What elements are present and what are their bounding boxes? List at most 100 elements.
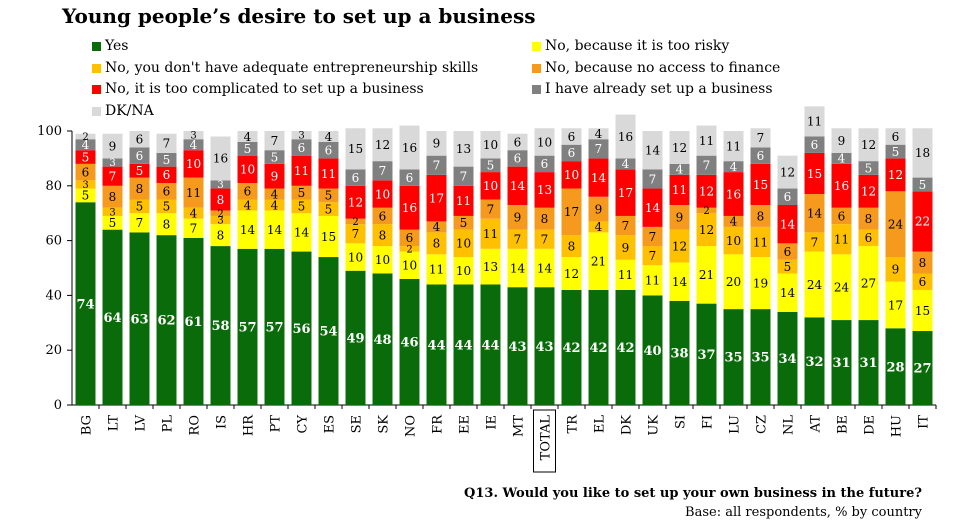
data-label-lt-no-you-don-t-have-adequate-entrepreneurship-skills: 3	[109, 207, 115, 218]
bar-segment-si-dk-na	[669, 131, 690, 164]
data-label-total-yes: 43	[535, 340, 553, 355]
bar-segment-it-no-it-is-too-complicated-to-set-up-a-business	[912, 191, 933, 252]
bar-segment-pl-no-because-it-is-too-risky	[156, 213, 177, 236]
data-label-no-no-because-no-access-to-finance: 6	[406, 231, 414, 245]
bar-segment-sk-no-you-don-t-have-adequate-entrepreneurship-skills	[372, 224, 393, 247]
data-label-fr-i-have-already-set-up-a-business: 7	[433, 159, 441, 173]
x-tick-label-fr: FR	[431, 414, 446, 434]
data-label-tr-dk-na: 6	[568, 130, 576, 144]
bar-segment-lt-no-it-is-too-complicated-to-set-up-a-business	[102, 166, 123, 186]
data-label-pt-yes: 57	[265, 321, 283, 336]
data-label-pt-no-you-don-t-have-adequate-entrepreneurship-skills: 4	[271, 198, 279, 212]
bar-segment-nl-no-because-it-is-too-risky	[777, 273, 798, 312]
data-label-ro-dk-na: 3	[190, 131, 196, 142]
data-label-lu-no-because-it-is-too-risky: 20	[726, 275, 741, 289]
data-label-sk-no-it-is-too-complicated-to-set-up-a-business: 10	[375, 187, 390, 201]
data-label-fi-dk-na: 11	[699, 134, 714, 148]
bar-segment-cy-i-have-already-set-up-a-business	[291, 139, 312, 156]
data-label-uk-no-you-don-t-have-adequate-entrepreneurship-skills: 7	[649, 249, 657, 263]
data-label-lv-i-have-already-set-up-a-business: 6	[136, 149, 144, 163]
survey-base: Base: all respondents, % by country	[685, 505, 922, 520]
bar-segment-at-dk-na	[804, 106, 825, 137]
data-label-at-no-because-no-access-to-finance: 14	[807, 207, 823, 221]
data-label-uk-yes: 40	[643, 344, 661, 359]
data-label-ee-yes: 44	[454, 338, 472, 353]
data-label-dk-no-because-no-access-to-finance: 7	[622, 219, 630, 233]
x-tick-label-mt: MT	[512, 415, 527, 437]
x-tick-label-be: BE	[836, 415, 851, 434]
data-label-bg-no-you-don-t-have-adequate-entrepreneurship-skills: 3	[82, 180, 88, 191]
bar-segment-ro-no-because-no-access-to-finance	[183, 177, 204, 208]
bar-segment-fr-no-you-don-t-have-adequate-entrepreneurship-skills	[426, 232, 447, 255]
x-tick-label-lv: LV	[134, 414, 149, 431]
bar-segment-ie-dk-na	[480, 131, 501, 159]
data-label-at-dk-na: 11	[807, 115, 822, 129]
data-label-no-yes: 46	[400, 336, 418, 351]
legend-label-too-risky: No, because it is too risky	[545, 38, 730, 54]
bar-segment-se-dk-na	[345, 128, 366, 170]
data-label-cy-yes: 56	[292, 322, 310, 337]
data-label-hr-dk-na: 4	[244, 130, 252, 144]
legend-item-complicated: No, it is too complicated to set up a bu…	[92, 81, 424, 97]
data-label-at-no-you-don-t-have-adequate-entrepreneurship-skills: 7	[811, 235, 819, 249]
bar-segment-lv-no-it-is-too-complicated-to-set-up-a-business	[129, 163, 150, 178]
data-label-pt-no-because-no-access-to-finance: 4	[271, 187, 279, 201]
data-label-hr-no-you-don-t-have-adequate-entrepreneurship-skills: 4	[244, 198, 252, 212]
bar-segment-ee-dk-na	[453, 131, 474, 167]
bar-segment-ee-yes	[453, 284, 474, 405]
data-label-fi-no-you-don-t-have-adequate-entrepreneurship-skills: 12	[699, 223, 714, 237]
bar-segment-hr-dk-na	[237, 131, 258, 142]
data-label-be-no-you-don-t-have-adequate-entrepreneurship-skills: 11	[834, 233, 849, 247]
data-label-si-yes: 38	[670, 347, 688, 362]
data-label-si-no-you-don-t-have-adequate-entrepreneurship-skills: 12	[672, 239, 687, 253]
data-label-hu-no-you-don-t-have-adequate-entrepreneurship-skills: 9	[892, 263, 900, 277]
bar-segment-si-yes	[669, 300, 690, 405]
bar-segment-pt-no-because-no-access-to-finance	[264, 188, 285, 200]
data-label-mt-no-it-is-too-complicated-to-set-up-a-business: 14	[510, 179, 526, 193]
data-label-tr-yes: 42	[562, 341, 580, 356]
data-label-hu-yes: 28	[886, 360, 904, 375]
bar-segment-no-no-it-is-too-complicated-to-set-up-a-business	[399, 185, 420, 230]
bar-segment-tr-no-you-don-t-have-adequate-entrepreneurship-skills	[561, 235, 582, 258]
bar-segment-is-no-because-no-access-to-finance	[210, 210, 231, 216]
bar-segment-ie-no-you-don-t-have-adequate-entrepreneurship-skills	[480, 218, 501, 249]
bar-segment-fi-i-have-already-set-up-a-business	[696, 155, 717, 175]
data-label-nl-i-have-already-set-up-a-business: 6	[784, 190, 792, 204]
x-tick-label-si: SI	[674, 415, 689, 429]
data-label-ee-no-you-don-t-have-adequate-entrepreneurship-skills: 10	[456, 237, 471, 251]
data-label-mt-no-because-no-access-to-finance: 9	[514, 211, 522, 225]
data-label-ro-no-because-no-access-to-finance: 11	[186, 186, 201, 200]
bar-segment-si-no-it-is-too-complicated-to-set-up-a-business	[669, 174, 690, 205]
bar-segment-fi-no-it-is-too-complicated-to-set-up-a-business	[696, 174, 717, 208]
data-label-ee-no-because-it-is-too-risky: 10	[456, 264, 471, 278]
bar-segment-bg-i-have-already-set-up-a-business	[75, 139, 96, 151]
bar-segment-total-dk-na	[534, 128, 555, 156]
bar-segment-de-no-because-it-is-too-risky	[858, 246, 879, 321]
data-label-fr-dk-na: 9	[433, 137, 441, 151]
data-label-be-yes: 31	[832, 356, 850, 371]
data-label-dk-no-you-don-t-have-adequate-entrepreneurship-skills: 9	[622, 241, 630, 255]
bar-segment-ee-no-it-is-too-complicated-to-set-up-a-business	[453, 185, 474, 216]
legend-item-dkna: DK/NA	[92, 103, 154, 119]
data-label-no-dk-na: 16	[402, 141, 417, 155]
bar-segment-es-yes	[318, 257, 339, 405]
bar-segment-el-no-you-don-t-have-adequate-entrepreneurship-skills	[588, 221, 609, 233]
data-label-se-no-because-it-is-too-risky: 10	[348, 250, 363, 264]
bar-segment-no-no-because-it-is-too-risky	[399, 251, 420, 279]
bar-segment-fr-dk-na	[426, 131, 447, 156]
data-label-es-no-because-it-is-too-risky: 15	[321, 230, 336, 244]
data-label-it-no-because-no-access-to-finance: 8	[919, 256, 927, 270]
bar-segment-cy-no-it-is-too-complicated-to-set-up-a-business	[291, 155, 312, 186]
data-label-it-yes: 27	[913, 362, 931, 377]
data-label-de-no-because-it-is-too-risky: 27	[861, 276, 876, 290]
data-label-bg-no-because-no-access-to-finance: 6	[82, 165, 90, 179]
data-label-ro-no-because-it-is-too-risky: 7	[190, 222, 198, 236]
data-label-cz-no-it-is-too-complicated-to-set-up-a-business: 15	[753, 178, 768, 192]
legend-swatch-yes	[92, 41, 101, 51]
data-label-no-no-it-is-too-complicated-to-set-up-a-business: 16	[402, 201, 417, 215]
data-label-it-dk-na: 18	[915, 146, 930, 160]
data-label-pt-dk-na: 7	[271, 134, 279, 148]
bar-segment-uk-dk-na	[642, 131, 663, 170]
x-tick-label-hr: HR	[242, 414, 257, 436]
data-label-hu-no-because-it-is-too-risky: 17	[888, 298, 903, 312]
